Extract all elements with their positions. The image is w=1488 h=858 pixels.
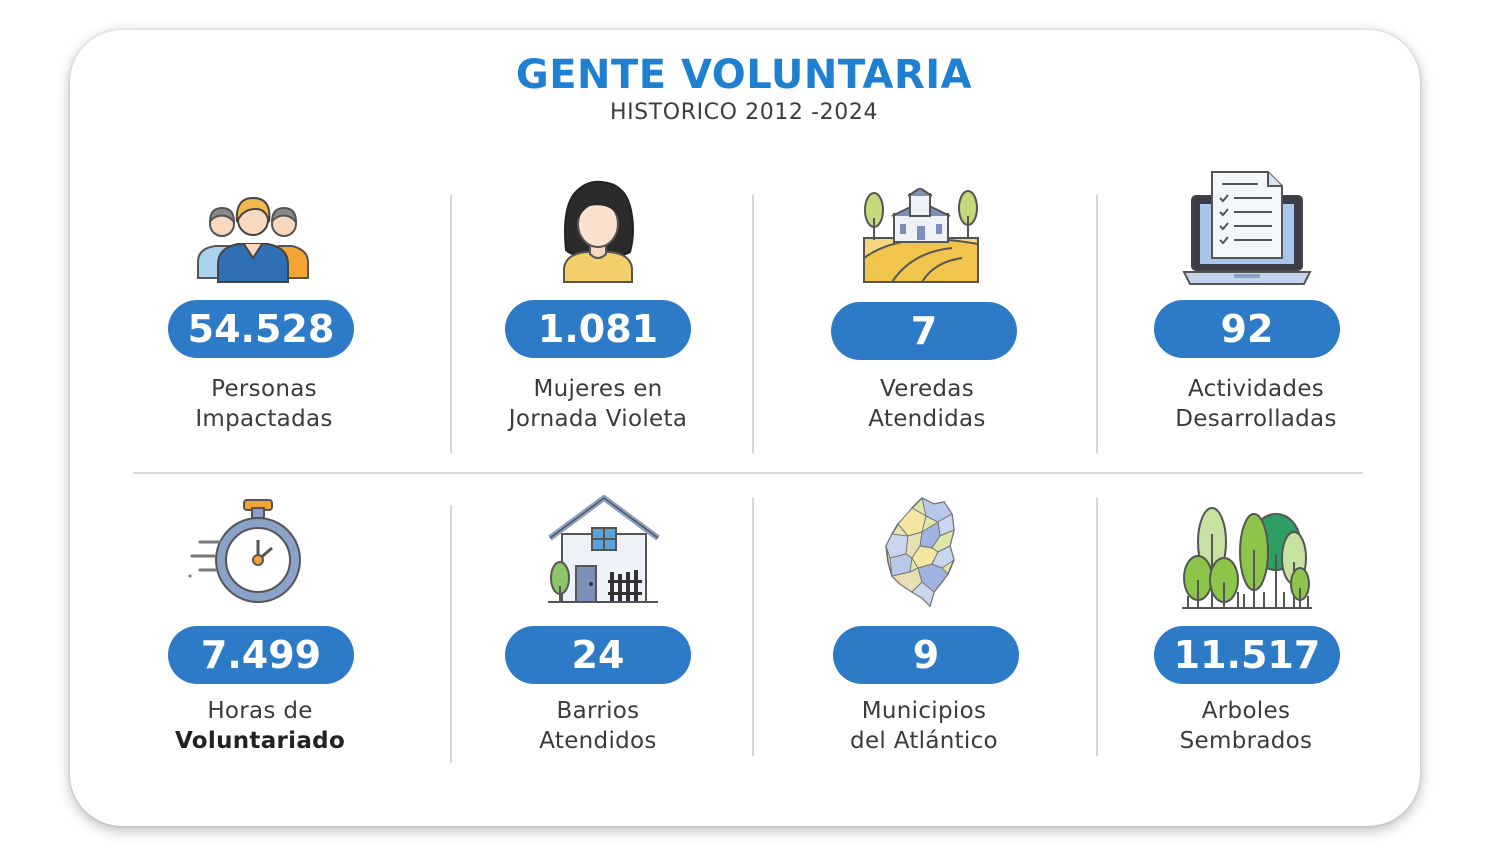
people-group-icon [196,192,310,289]
atlantico-map-icon [882,496,962,613]
divider [752,195,754,453]
horizontal-divider [133,472,1363,474]
stat-label-line: Desarrolladas [1175,406,1337,432]
divider [1096,195,1098,453]
stat-label-line: Actividades [1187,376,1325,402]
stat-label-line: Municipios [861,698,987,724]
divider [1096,498,1098,756]
trees-icon [1180,504,1314,617]
stat-label: Veredas Atendidas [797,374,1057,434]
infographic-card [70,30,1420,826]
stat-label-line: Atendidos [539,728,657,754]
stat-label-line: Voluntariado [174,728,346,754]
stat-label-line: Sembrados [1179,728,1313,754]
page-subtitle: HISTORICO 2012 -2024 [609,100,879,125]
laptop-checklist-icon [1182,168,1312,293]
stat-label-line: Horas de [207,698,313,724]
stat-label-line: Impactadas [195,406,333,432]
stat-value-badge: 92 [1154,300,1340,358]
divider [450,195,452,453]
divider [450,505,452,763]
stat-label: Horas de Voluntariado [130,696,390,756]
stat-label: Municipios del Atlántico [794,696,1054,756]
stat-label-line: Jornada Violeta [508,406,688,432]
stat-label-line: Arboles [1201,698,1291,724]
woman-icon [560,180,636,289]
stat-label-line: Personas [211,376,317,402]
divider [752,498,754,756]
stat-value-badge: 11.517 [1154,626,1340,684]
stat-value-badge: 7 [831,302,1017,360]
stat-label: Barrios Atendidos [468,696,728,756]
stat-value-badge: 9 [833,626,1019,684]
rural-village-icon [862,186,980,289]
stat-value-badge: 54.528 [168,300,354,358]
stat-label: Arboles Sembrados [1116,696,1376,756]
stat-value-badge: 24 [505,626,691,684]
stat-label-line: Mujeres en [533,376,663,402]
stat-label: Personas Impactadas [134,374,394,434]
stat-label-line: Atendidas [868,406,986,432]
stat-label-line: Barrios [556,698,640,724]
stopwatch-icon [186,498,306,613]
stat-label: Mujeres en Jornada Violeta [468,374,728,434]
stat-value-badge: 1.081 [505,300,691,358]
stat-label-line: Veredas [880,376,974,402]
stat-value-badge: 7.499 [168,626,354,684]
stat-label-line: del Atlántico [850,728,998,754]
house-icon [546,494,662,611]
stat-label: Actividades Desarrolladas [1126,374,1386,434]
page-title: GENTE VOLUNTARIA [515,52,973,98]
